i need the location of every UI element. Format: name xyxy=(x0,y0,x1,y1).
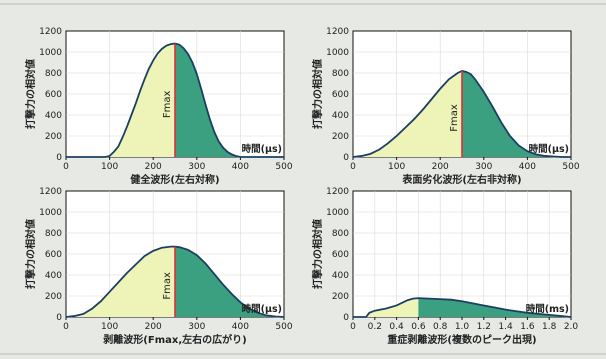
chart-3-caption: 剥離波形(Fmax,左右の広がり) xyxy=(103,333,246,346)
chart-4-xtick-label: 2.0 xyxy=(564,322,579,332)
chart-4-ytick-label: 200 xyxy=(332,292,349,302)
chart-1-ytick-label: 800 xyxy=(45,69,62,79)
chart-3-fmax-label: Fmax xyxy=(162,272,173,300)
chart-3-xtick-label: 0 xyxy=(63,322,69,332)
chart-2-ytick-label: 600 xyxy=(332,90,349,100)
chart-4-ytick-label: 800 xyxy=(332,229,349,239)
chart-1-fmax-label: Fmax xyxy=(162,90,173,118)
chart-2-area-left xyxy=(353,70,462,157)
chart-3-ytick-label: 1000 xyxy=(39,208,62,218)
chart-2-xtick-label: 500 xyxy=(562,162,579,172)
chart-3-xtick-label: 200 xyxy=(145,322,162,332)
chart-3-ytick-label: 0 xyxy=(56,313,62,323)
chart-4-xtick-label: 1.8 xyxy=(542,322,557,332)
chart-2: 0 200 400 600 800 1000 1200 0 100 200 300 400 500 Fma… xyxy=(311,27,580,186)
chart-2-series-line xyxy=(352,69,571,158)
chart-4-ytick-label: 1200 xyxy=(326,187,349,197)
chart-4-ytick-label: 600 xyxy=(332,250,349,260)
chart-4-xtick-label: 1.6 xyxy=(520,322,535,332)
chart-2-ytick-label: 400 xyxy=(332,111,349,121)
chart-1-xtick-label: 300 xyxy=(188,162,205,172)
chart-2-ytick-label: 800 xyxy=(332,69,349,79)
chart-1-yaxis-label: 打撃力の相対値 xyxy=(24,59,37,129)
chart-4-xaxis-label: 時間(ms) xyxy=(526,303,569,315)
chart-4-xtick-label: 0.8 xyxy=(433,322,448,332)
chart-2-caption: 表面劣化波形(左右非対称) xyxy=(401,173,521,186)
chart-1-ytick-label: 400 xyxy=(45,111,62,121)
chart-1-xtick-label: 0 xyxy=(63,162,69,172)
chart-4-ytick-label: 400 xyxy=(332,271,349,281)
chart-4-ytick-label: 0 xyxy=(343,313,349,323)
chart-3-ytick-label: 200 xyxy=(45,292,62,302)
chart-1-xtick-label: 100 xyxy=(101,162,118,172)
chart-4-yaxis-label: 打撃力の相対値 xyxy=(311,219,324,289)
chart-1-xtick-label: 200 xyxy=(145,162,162,172)
chart-4-xtick-label: 0.6 xyxy=(411,322,426,332)
chart-2-ytick-label: 1200 xyxy=(326,27,349,37)
chart-3: 0 200 400 600 800 1000 1200 0 100 200 300 400 500 Fma… xyxy=(24,187,293,346)
chart-3-xtick-label: 500 xyxy=(275,322,292,332)
chart-1-xtick-label: 400 xyxy=(232,162,249,172)
chart-2-xtick-label: 100 xyxy=(388,162,405,172)
chart-3-ytick-label: 400 xyxy=(45,271,62,281)
chart-4: 0 200 400 600 800 1000 1200 0 0.2 0.4 0.6 0.8 1.0 1.2… xyxy=(311,187,578,346)
chart-1-ytick-label: 600 xyxy=(45,90,62,100)
chart-1-caption: 健全波形(左右対称) xyxy=(130,173,219,186)
chart-3-ytick-label: 600 xyxy=(45,250,62,260)
chart-4-caption: 重症剥離波形(複数のピーク出現) xyxy=(387,333,536,346)
chart-4-xtick-label: 0.4 xyxy=(389,322,404,332)
chart-2-xtick-label: 0 xyxy=(350,162,356,172)
chart-4-xtick-label: 1.2 xyxy=(477,322,491,332)
chart-3-ytick-label: 800 xyxy=(45,229,62,239)
chart-3-xtick-label: 300 xyxy=(188,322,205,332)
chart-3-ytick-label: 1200 xyxy=(39,187,62,197)
chart-2-ytick-label: 200 xyxy=(332,132,349,142)
chart-4-area-left xyxy=(353,298,419,317)
chart-1: 0 200 400 600 800 1000 1200 0 100 200 300 400 500 Fma… xyxy=(24,27,293,186)
chart-4-xtick-label: 0 xyxy=(350,322,356,332)
chart-2-area-right xyxy=(462,70,571,157)
chart-2-xtick-label: 300 xyxy=(475,162,492,172)
chart-2-ytick-label: 1000 xyxy=(326,48,349,58)
chart-1-xaxis-label: 時間(μs) xyxy=(242,143,282,155)
chart-2-yaxis-label: 打撃力の相対値 xyxy=(311,59,324,129)
chart-4-xtick-label: 0.2 xyxy=(368,322,382,332)
chart-3-area-right xyxy=(175,246,284,317)
chart-1-ytick-label: 1200 xyxy=(39,27,62,37)
chart-2-fmax-label: Fmax xyxy=(449,104,460,132)
chart-4-ytick-label: 1000 xyxy=(326,208,349,218)
chart-1-area-right xyxy=(175,43,284,157)
chart-2-ytick-label: 0 xyxy=(343,153,349,163)
chart-4-xtick-label: 1.0 xyxy=(455,322,470,332)
chart-1-ytick-label: 200 xyxy=(45,132,62,142)
chart-2-xaxis-label: 時間(μs) xyxy=(529,143,569,155)
chart-2-xtick-label: 200 xyxy=(432,162,449,172)
chart-3-xtick-label: 100 xyxy=(101,322,118,332)
chart-4-series-line xyxy=(353,297,572,318)
chart-3-xtick-label: 400 xyxy=(232,322,249,332)
chart-3-yaxis-label: 打撃力の相対値 xyxy=(24,219,37,289)
chart-4-xtick-label: 1.4 xyxy=(498,322,513,332)
chart-1-ytick-label: 0 xyxy=(56,153,62,163)
chart-3-area-left xyxy=(66,246,175,317)
chart-3-xaxis-label: 時間(μs) xyxy=(242,303,282,315)
chart-2-xtick-label: 400 xyxy=(519,162,536,172)
chart-1-ytick-label: 1000 xyxy=(39,48,62,58)
chart-1-series-line xyxy=(66,42,284,158)
chart-1-xtick-label: 500 xyxy=(275,162,292,172)
